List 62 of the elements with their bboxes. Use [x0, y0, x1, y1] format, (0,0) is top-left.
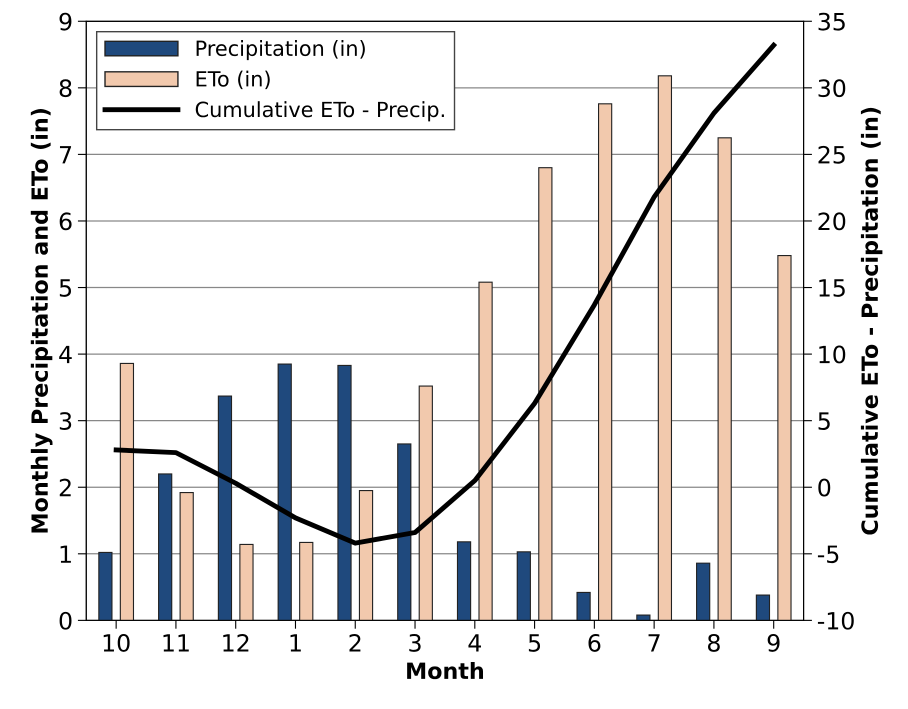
bar	[456, 541, 472, 620]
x-tick-label: 12	[223, 634, 248, 652]
y-tick-label: 8	[60, 79, 72, 98]
bar	[239, 544, 254, 620]
bar	[598, 103, 612, 620]
x-axis-title: Month	[407, 662, 484, 680]
bar	[218, 395, 232, 620]
bar	[397, 443, 412, 620]
bar	[658, 75, 672, 620]
x-tick-label: 11	[163, 634, 189, 652]
bar	[358, 490, 374, 620]
bar	[180, 492, 194, 620]
y-tick-label: 4	[59, 346, 72, 364]
bar	[538, 167, 552, 620]
x-tick-label: 7	[648, 634, 660, 652]
y-tick-label: 3	[60, 412, 72, 430]
x-tick-label: 1	[290, 634, 301, 652]
x-tick-label: 5	[528, 634, 540, 652]
y-axis-title: Monthly Precipitation and ETo (in)	[30, 109, 52, 532]
bar	[718, 137, 732, 620]
y-tick-label: 7	[60, 146, 72, 164]
x-tick-label: 4	[468, 634, 481, 652]
bar	[299, 542, 314, 620]
y2-tick-label: 20	[818, 212, 846, 230]
x-tick-label: 10	[104, 634, 130, 652]
y2-tick-label: 35	[818, 12, 845, 31]
bar	[278, 364, 292, 620]
bar	[636, 614, 651, 620]
y2-tick-label: 30	[818, 79, 846, 98]
bar	[158, 473, 172, 620]
bar	[516, 551, 531, 620]
bar	[696, 562, 710, 620]
legend-label: Precipitation (in)	[196, 40, 365, 60]
y2-tick-label: -10	[818, 612, 854, 630]
bar	[576, 592, 591, 620]
legend-label: Cumulative ETo - Precip.	[196, 101, 444, 122]
x-tick-label: 3	[409, 634, 421, 652]
y2-tick-label: 10	[819, 346, 846, 364]
y-tick-label: 5	[60, 279, 72, 297]
bar	[337, 364, 352, 620]
x-tick-label: 6	[588, 634, 600, 652]
y2-tick-label: 0	[818, 478, 830, 497]
y-tick-label: 2	[60, 478, 71, 496]
bar	[777, 255, 792, 620]
y2-axis-title: Cumulative ETo - Precipitation (in)	[860, 108, 882, 535]
y2-tick-label: 15	[819, 279, 845, 297]
bar	[478, 282, 493, 620]
y-tick-label: 6	[60, 212, 72, 230]
x-tick-label: 2	[349, 634, 360, 652]
bar	[120, 362, 134, 620]
y-tick-label: 1	[60, 546, 71, 563]
y2-tick-label: 5	[818, 412, 830, 430]
bar	[98, 552, 113, 620]
bar	[756, 594, 770, 620]
y2-tick-label: -5	[818, 546, 838, 564]
x-tick-label: 8	[708, 634, 720, 652]
y2-tick-label: 25	[818, 146, 845, 164]
x-tick-label: 9	[768, 634, 780, 652]
y-tick-label: 0	[60, 612, 72, 630]
legend-label: ETo (in)	[196, 70, 270, 90]
bar	[418, 386, 433, 620]
y-tick-label: 9	[60, 12, 72, 31]
